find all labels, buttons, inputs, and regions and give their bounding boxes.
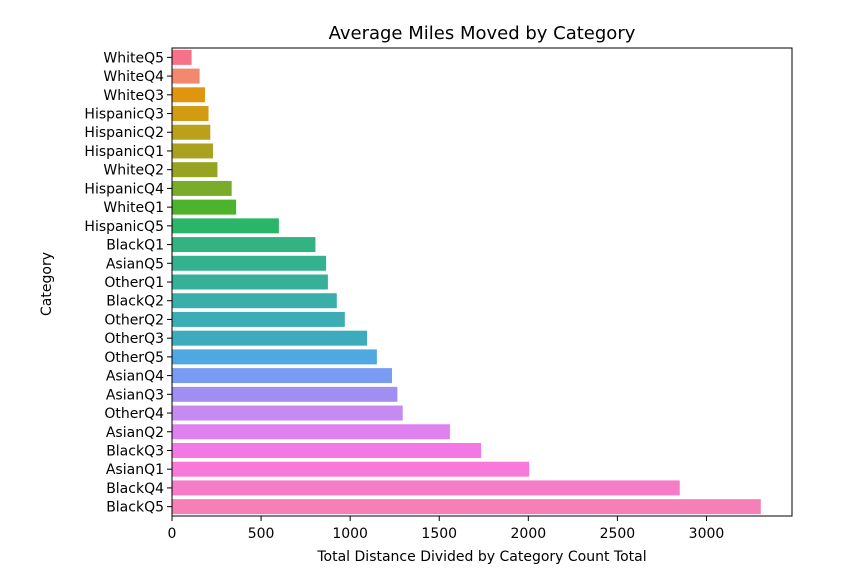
x-tick-label: 2000 xyxy=(511,526,547,542)
y-tick-label: OtherQ2 xyxy=(104,312,164,328)
bar-otherq5 xyxy=(172,349,377,365)
y-tick-label: HispanicQ3 xyxy=(84,107,164,123)
bar-otherq4 xyxy=(172,405,403,421)
x-tick-label: 1500 xyxy=(421,526,457,542)
plot-frame xyxy=(171,47,793,517)
bar-blackq1 xyxy=(172,237,316,253)
bar-asianq4 xyxy=(172,368,393,384)
y-tick-label: BlackQ2 xyxy=(106,294,164,310)
y-axis-label: Category xyxy=(39,252,55,316)
y-tick-label: BlackQ1 xyxy=(106,238,164,254)
bar-blackq4 xyxy=(172,480,680,496)
bar-whiteq4 xyxy=(172,68,200,84)
bar-whiteq1 xyxy=(172,199,237,215)
y-tick-label: AsianQ1 xyxy=(106,462,164,478)
bar-whiteq3 xyxy=(172,87,205,103)
y-tick-label: AsianQ2 xyxy=(106,425,164,441)
y-tick-label: OtherQ3 xyxy=(104,331,164,347)
bar-hispanicq4 xyxy=(172,180,232,196)
y-tick-label: WhiteQ4 xyxy=(103,69,164,85)
y-tick-label: BlackQ3 xyxy=(106,443,164,459)
bar-otherq1 xyxy=(172,274,328,290)
x-tick-label: 1000 xyxy=(332,526,368,542)
x-tick-label: 500 xyxy=(248,526,275,542)
y-tick-label: WhiteQ3 xyxy=(103,88,164,104)
bar-asianq1 xyxy=(172,461,530,477)
bar-blackq3 xyxy=(172,442,482,458)
y-tick-label: HispanicQ1 xyxy=(84,144,164,160)
bar-blackq2 xyxy=(172,293,337,309)
chart-title: Average Miles Moved by Category xyxy=(329,23,636,44)
y-tick-label: HispanicQ5 xyxy=(84,219,164,235)
y-tick-label: WhiteQ5 xyxy=(103,50,164,66)
bar-hispanicq3 xyxy=(172,106,209,122)
y-tick-label: OtherQ5 xyxy=(104,350,164,366)
y-axis: WhiteQ5 WhiteQ4 WhiteQ3 HispanicQ3 HispanicQ… xyxy=(84,50,172,516)
bar-otherq2 xyxy=(172,311,345,327)
bar-asianq3 xyxy=(172,386,398,402)
bar-hispanicq2 xyxy=(172,124,211,140)
bar-hispanicq1 xyxy=(172,143,213,159)
x-tick-label: 2500 xyxy=(600,526,636,542)
bar-asianq2 xyxy=(172,424,450,440)
bar-otherq3 xyxy=(172,330,368,346)
x-axis: 0 500 1000 1500 2000 2500 3000 xyxy=(168,516,725,542)
y-tick-label: BlackQ5 xyxy=(106,500,164,516)
bars xyxy=(172,49,761,515)
x-axis-label: Total Distance Divided by Category Count… xyxy=(316,549,646,565)
bar-hispanicq5 xyxy=(172,218,279,234)
bar-blackq5 xyxy=(172,499,761,515)
bar-whiteq5 xyxy=(172,49,192,65)
y-tick-label: AsianQ4 xyxy=(106,369,164,385)
y-tick-label: OtherQ4 xyxy=(104,406,164,422)
y-tick-label: WhiteQ1 xyxy=(103,200,164,216)
bar-asianq5 xyxy=(172,255,327,271)
x-tick-label: 0 xyxy=(168,526,177,542)
x-tick-label: 3000 xyxy=(689,526,725,542)
y-tick-label: WhiteQ2 xyxy=(103,163,164,179)
y-tick-label: HispanicQ2 xyxy=(84,125,164,141)
y-tick-label: BlackQ4 xyxy=(106,481,164,497)
bar-whiteq2 xyxy=(172,162,218,178)
y-tick-label: OtherQ1 xyxy=(104,275,164,291)
y-tick-label: AsianQ5 xyxy=(106,256,164,272)
y-tick-label: AsianQ3 xyxy=(106,387,164,403)
y-tick-label: HispanicQ4 xyxy=(84,181,164,197)
